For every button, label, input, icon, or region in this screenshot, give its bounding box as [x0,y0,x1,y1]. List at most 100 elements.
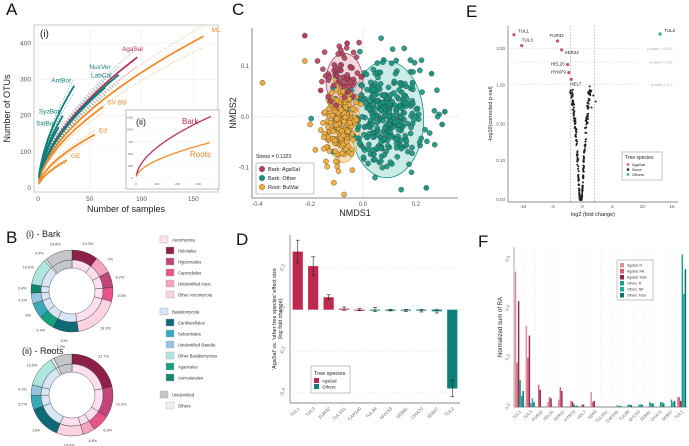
y-tick-label: -0.2 [279,346,288,356]
y-axis-label: NMDS2 [228,97,238,129]
data-point-none [570,96,573,99]
data-point [356,39,362,46]
curve-label: SidBor [36,120,56,127]
data-point [328,89,335,96]
legend-swatch [159,390,169,399]
inset-curve-roots [135,141,211,177]
data-point [408,169,415,176]
data-point-none [586,122,588,125]
bar [548,397,551,407]
ci-line-GE [38,157,68,184]
data-point-none [584,143,587,146]
curve-label: SyzBor [39,109,61,116]
bar [528,335,531,407]
bar [638,404,640,407]
x-tick-label: CAP240 [605,409,620,424]
bar [678,397,680,407]
data-point-none [587,102,590,105]
legend-label: Bark: AgaSal [268,167,300,173]
data-point-none [589,94,592,97]
chart-a-rarefaction: 0 50 100 150 0 100 200 300 400 Number of samples N… [2,24,221,214]
data-point-none [582,160,585,163]
panel-label-a: A [6,0,18,19]
bar [573,404,575,407]
curve-sidbor [38,126,60,178]
point-label: TUL1 [518,29,530,34]
data-point [325,106,332,112]
legend-label: None [632,167,642,172]
data-point [302,58,308,64]
data-point [322,73,329,79]
data-point [364,86,370,93]
data-point [380,117,386,124]
donut-slice-inner [58,363,73,375]
pvalue-label: p-value = 0.1 [651,83,672,87]
legend-label: Others: R [627,282,642,286]
donut-slice-label: 10.3% [83,242,94,246]
data-point [363,71,370,78]
data-point [378,107,384,114]
data-point-none [578,191,581,194]
data-point [434,87,440,93]
data-point [377,81,384,87]
inset-curve-label: Roots [190,150,211,159]
data-point [428,70,435,77]
bar [568,405,571,407]
data-point [398,114,404,120]
legend-label: Unidentified Asco. [178,282,212,287]
legend-label: AgaSal [322,379,337,384]
data-point [385,142,391,149]
ci-line-GE [38,161,68,185]
data-point [411,117,417,123]
bar [627,404,629,407]
data-point [374,119,380,126]
x-tick-label: MYC53 [628,409,642,423]
bar [520,395,523,407]
data-point [334,97,340,104]
data-point-none [581,186,584,189]
y-axis-label: 'AgaSal' vs. 'other tree species' effect… [272,268,278,370]
data-point-labeled [520,44,524,48]
data-point [259,80,266,86]
ci-line-SV BB [38,112,104,182]
data-point [333,122,339,128]
legend-marker [626,168,630,171]
inset-y-tick: 500 [128,152,133,156]
curve-label: ML [212,27,221,34]
bar [683,293,685,407]
legend-swatch [620,263,624,268]
pvalue-label: p-value = 0.01 [649,60,672,64]
data-point [331,180,337,186]
data-point-none [571,108,574,111]
bar [575,405,577,407]
data-point [325,93,331,100]
data-point [345,88,352,95]
inset-curve-label: Bark [182,117,199,126]
bar [525,325,528,407]
data-point [413,106,419,112]
data-point [402,80,408,87]
data-point [314,58,321,64]
legend-label: Others: NR [627,288,644,292]
bar [684,269,687,407]
legend-label: Others [322,385,336,390]
donut-slice-inner [59,416,81,427]
x-tick-label: TUL1 [511,409,522,420]
bar [663,403,665,407]
ci-line-AntBor [38,78,75,175]
curve-label: AntBor [51,78,72,85]
data-point [388,60,395,67]
data-point [404,95,410,102]
curve-ed [38,133,96,184]
legend-swatch [165,362,175,371]
x-tick-label: 0.0 [359,202,368,208]
data-point-none [592,94,595,97]
panel-label-f: F [478,232,489,251]
bar [659,402,662,407]
data-point [323,158,329,165]
y-tick-label: 0.03 [496,197,505,202]
legend-swatch [165,351,175,360]
data-point [321,134,327,141]
data-point [442,108,448,115]
x-tick-label: TUL2 [674,409,685,420]
